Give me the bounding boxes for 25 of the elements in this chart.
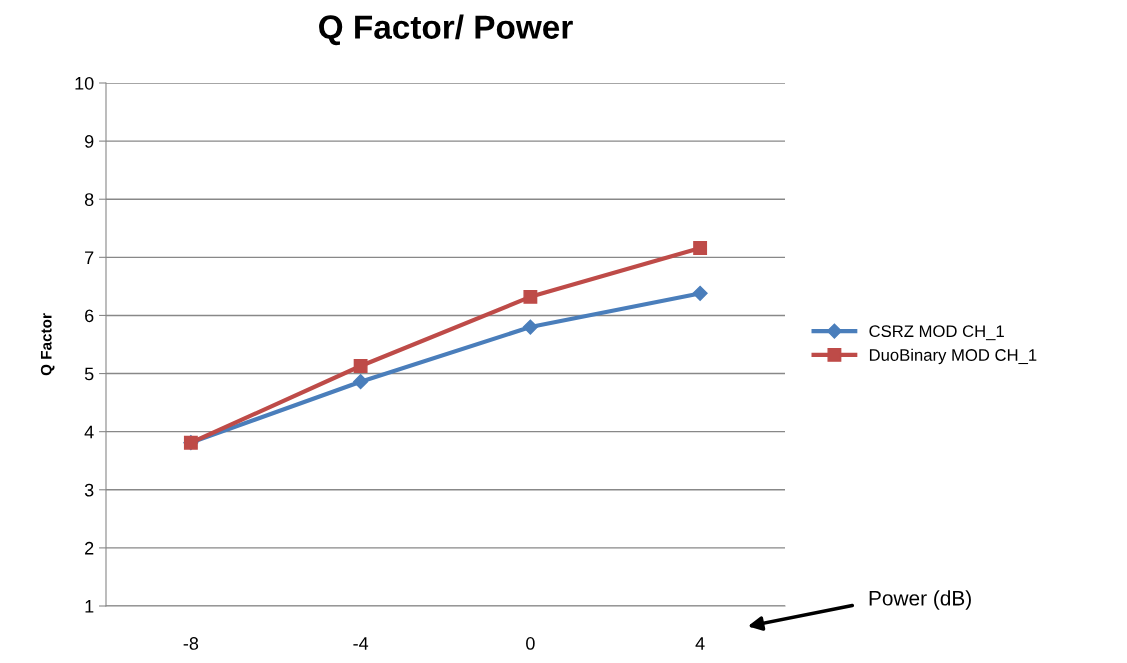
- legend-label: DuoBinary MOD CH_1: [869, 348, 1037, 365]
- point: [353, 374, 369, 390]
- y-axis-title: Q Factor: [40, 313, 55, 376]
- y-tick-label: 10: [75, 76, 94, 90]
- y-tick-label: 4: [84, 425, 94, 439]
- x-tick-label: 0: [526, 637, 535, 650]
- y-tick-label: 8: [84, 193, 94, 206]
- y-tick-label: 2: [85, 541, 94, 555]
- x-axis-title: Power (dB): [869, 590, 971, 610]
- legend-label: CSRZ MOD CH_1: [869, 325, 1004, 341]
- y-tick-label: 1: [85, 600, 94, 613]
- y-tick-label: 5: [84, 367, 94, 381]
- x-tick-label: -4: [353, 637, 369, 650]
- point: [692, 285, 708, 301]
- y-tick-label: 3: [84, 483, 94, 497]
- point: [693, 241, 708, 255]
- x-tick-label: -8: [183, 637, 199, 650]
- y-tick-label: 9: [85, 135, 94, 148]
- point: [523, 289, 538, 304]
- chart-title: Q Factor/ Power: [319, 14, 573, 46]
- point: [522, 319, 538, 335]
- y-tick-label: 6: [85, 309, 94, 323]
- x-tick-label: 4: [695, 637, 705, 650]
- y-tick-label: 7: [85, 251, 94, 264]
- point: [353, 359, 368, 373]
